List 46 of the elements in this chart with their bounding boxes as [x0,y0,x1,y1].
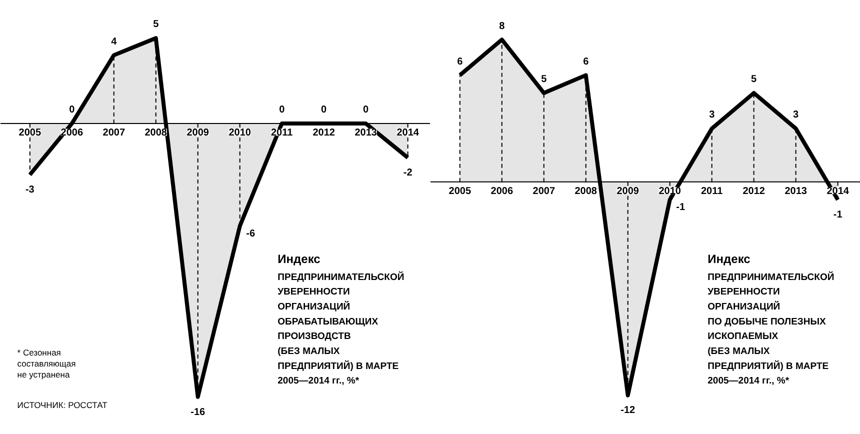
category-label: 2007 [532,186,556,198]
data-label: 3 [709,110,716,121]
data-label: 0 [279,104,286,116]
data-label: -2 [403,168,413,179]
text: ПРЕДПРИНИМАТЕЛЬСКОЙ УВЕРЕННОСТИ ОРГАНИЗАЦИЙ ПО ДОБЫЧЕ ПОЛЕЗНЫХ ИСКОПАЕМЫХ (БЕЗ МАЛЫХ ПРЕДПРИЯТИЙ) В МАРТЕ 2005—2014 гг., %* [708,270,834,387]
data-label: 8 [499,20,506,32]
category-label: 2008 [574,186,597,198]
category-label: 2005 [18,128,42,139]
category-label: 2009 [616,186,639,198]
text: Индекс [278,252,321,266]
data-label: -1 [676,202,686,213]
data-label: 5 [153,19,160,30]
data-label: 6 [583,56,590,68]
category-label: 2014 [396,128,419,139]
data-label: -12 [620,405,636,416]
data-label: 6 [457,56,464,68]
annotation: * Сезонная составляющая не устранена [17,348,76,380]
text: ИСТОЧНИК: РОССТАТ [17,400,108,410]
category-label: 2013 [784,186,807,198]
data-label: -6 [246,228,256,240]
category-label: 2014 [826,186,849,198]
text: ПРЕДПРИНИМАТЕЛЬСКОЙ УВЕРЕННОСТИ ОРГАНИЗАЦИЙ ОБРАБАТЫВАЮЩИХ ПРОИЗВОДСТВ (БЕЗ МАЛЫХ ПРЕДПРИЯТИЙ) В МАРТЕ 2005—2014 гг., %* [278,270,404,387]
category-label: 2011 [271,128,293,139]
data-label: 0 [69,104,76,116]
data-label: 0 [363,104,370,116]
data-label: -16 [190,406,206,418]
category-label: 2008 [144,128,167,139]
category-label: 2012 [312,128,335,139]
category-label: 2011 [701,186,723,198]
text: Индекс [708,252,751,266]
data-label: 4 [111,36,118,48]
category-label: 2005 [448,186,472,198]
category-label: 2009 [186,128,209,139]
category-label: 2013 [354,128,377,139]
category-label: 2006 [490,186,514,198]
category-label: 2006 [60,128,84,139]
data-label: 0 [321,104,328,116]
category-label: 2010 [658,186,681,198]
category-label: 2010 [228,128,251,139]
data-label: -1 [833,210,843,221]
data-label: 5 [751,74,758,86]
data-label: -3 [25,184,35,196]
category-label: 2007 [102,128,126,139]
data-label: 5 [541,74,548,86]
data-label: 3 [793,110,800,121]
category-label: 2012 [742,186,765,198]
